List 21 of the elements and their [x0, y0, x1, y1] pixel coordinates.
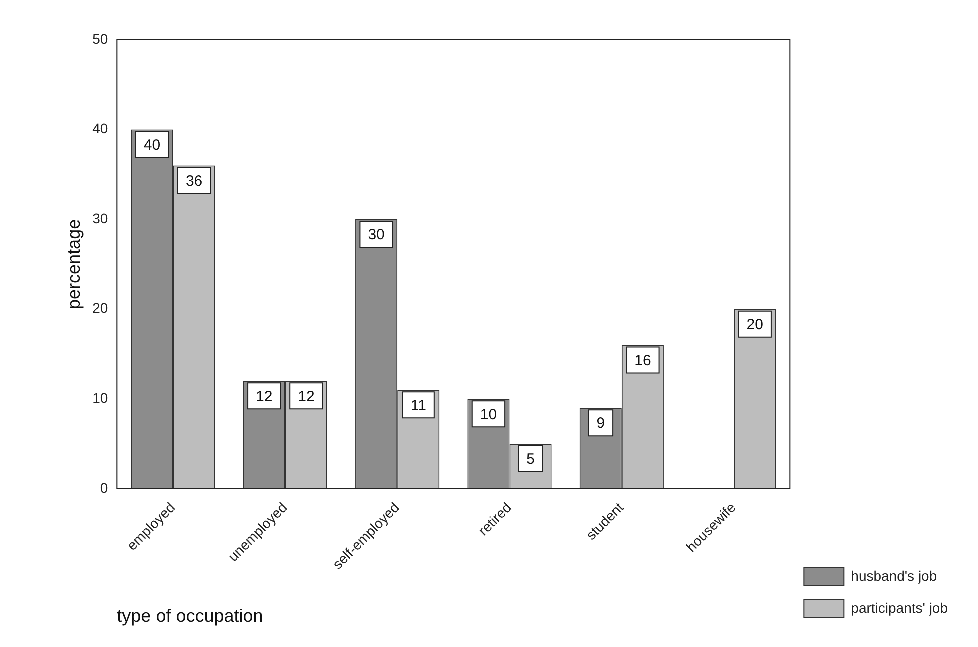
data-label: 5: [526, 451, 535, 468]
y-tick-label: 30: [92, 210, 108, 226]
data-label: 12: [256, 388, 273, 406]
y-tick-label: 20: [92, 300, 108, 316]
y-tick-label: 50: [92, 30, 108, 47]
y-tick-label: 10: [92, 390, 108, 406]
data-label: 12: [298, 388, 315, 406]
data-label: 36: [186, 172, 203, 190]
y-axis-title: percentage: [64, 219, 84, 310]
legend-label: husband's job: [851, 568, 938, 584]
data-label: 30: [368, 226, 385, 244]
data-label: 20: [746, 316, 764, 334]
y-tick-label: 0: [100, 480, 108, 496]
data-label: 10: [480, 406, 498, 424]
y-tick-label: 40: [92, 120, 108, 137]
data-label: 40: [144, 136, 161, 154]
legend-label: participants' job: [851, 600, 948, 616]
data-label: 11: [410, 397, 426, 414]
data-label: 9: [596, 415, 606, 432]
x-axis-title: type of occupation: [117, 606, 264, 626]
data-label: 16: [634, 352, 652, 370]
